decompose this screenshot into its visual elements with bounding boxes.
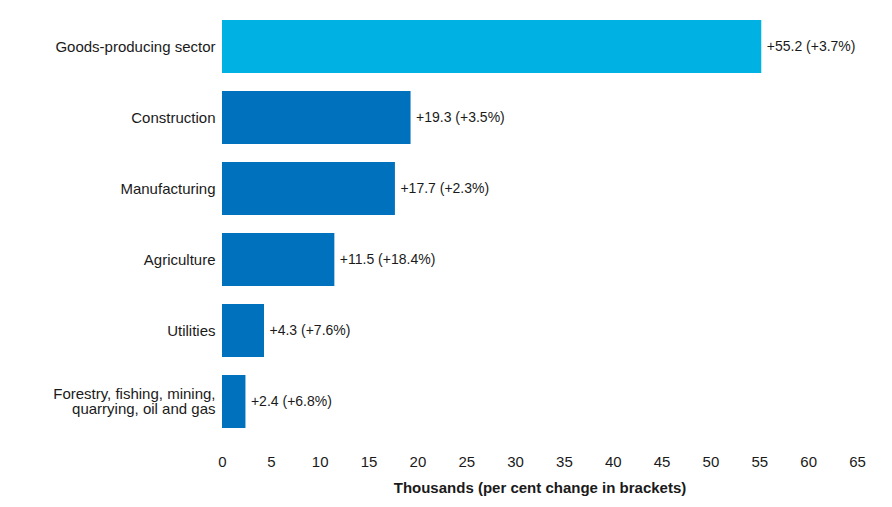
svg-text:30: 30	[507, 453, 524, 470]
svg-text:+11.5 (+18.4%): +11.5 (+18.4%)	[340, 251, 435, 267]
svg-text:Goods-producing sector: Goods-producing sector	[55, 38, 215, 55]
svg-text:+19.3 (+3.5%): +19.3 (+3.5%)	[416, 109, 505, 125]
svg-text:65: 65	[849, 453, 866, 470]
svg-text:Manufacturing: Manufacturing	[120, 180, 215, 197]
svg-text:20: 20	[410, 453, 427, 470]
svg-text:Thousands (per cent change in: Thousands (per cent change in brackets)	[394, 479, 687, 496]
svg-text:0: 0	[218, 453, 226, 470]
svg-text:50: 50	[703, 453, 720, 470]
svg-text:+4.3 (+7.6%): +4.3 (+7.6%)	[270, 322, 351, 338]
svg-text:25: 25	[458, 453, 475, 470]
svg-text:40: 40	[605, 453, 622, 470]
svg-text:Utilities: Utilities	[167, 322, 215, 339]
svg-text:55: 55	[751, 453, 768, 470]
svg-text:35: 35	[556, 453, 573, 470]
svg-text:+17.7 (+2.3%): +17.7 (+2.3%)	[400, 180, 489, 196]
svg-text:45: 45	[654, 453, 671, 470]
svg-text:+55.2 (+3.7%): +55.2 (+3.7%)	[767, 38, 856, 54]
svg-text:10: 10	[312, 453, 329, 470]
svg-text:60: 60	[800, 453, 817, 470]
svg-text:Agriculture: Agriculture	[144, 251, 216, 268]
svg-text:+2.4 (+6.8%): +2.4 (+6.8%)	[251, 393, 332, 409]
svg-text:5: 5	[267, 453, 275, 470]
svg-text:Construction: Construction	[131, 109, 215, 126]
svg-text:15: 15	[361, 453, 378, 470]
svg-text:Forestry, fishing, mining,quar: Forestry, fishing, mining,quarrying, oil…	[53, 385, 215, 417]
